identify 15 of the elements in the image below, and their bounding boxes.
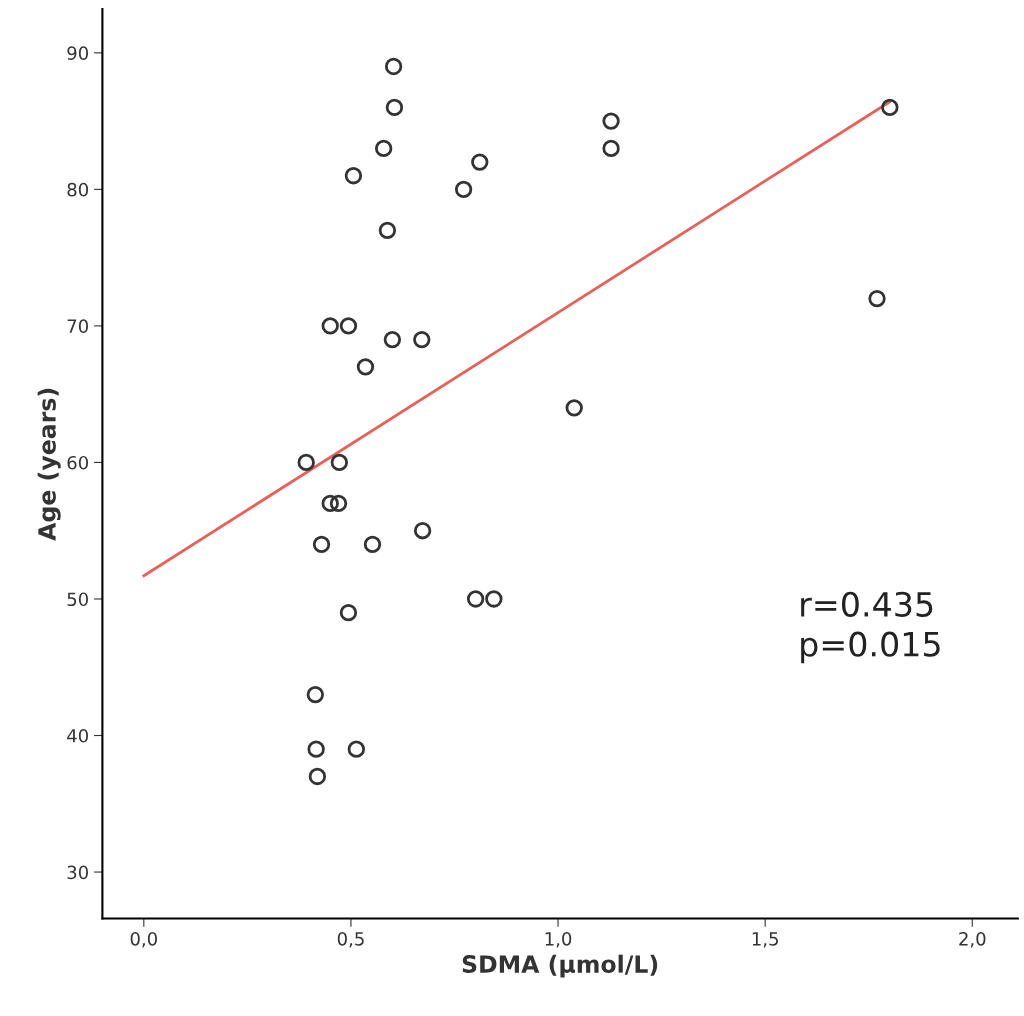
x-tick-label: 1,0: [545, 931, 572, 948]
y-tick-label: 30: [67, 865, 89, 880]
y-axis-title: Age (years): [37, 388, 61, 541]
x-tick-label: 1,5: [752, 932, 778, 948]
annotation: r=0.435 p=0.015: [801, 591, 940, 664]
x-tick-label: 2,0: [959, 931, 986, 948]
y-tick-label: 90: [67, 46, 89, 60]
y-tick-label: 80: [67, 182, 89, 197]
y-tick-label: 50: [67, 592, 89, 607]
x-axis-title: SDMA (µmol/L): [462, 954, 658, 978]
x-tick-label: 0,5: [337, 931, 364, 948]
x-tick-label: 0,0: [130, 931, 157, 948]
y-tick-label: 70: [67, 319, 89, 334]
y-tick-label: 60: [67, 455, 89, 470]
y-tick-label: 40: [67, 728, 89, 743]
